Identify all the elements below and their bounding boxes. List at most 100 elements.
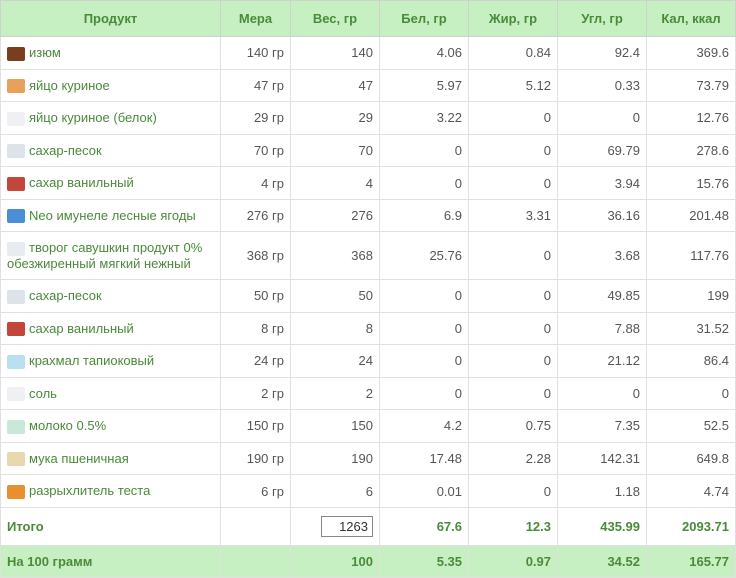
food-icon (7, 209, 25, 223)
fat-cell: 0 (469, 345, 558, 378)
product-name: сахар ванильный (29, 321, 134, 336)
total-row: Итого 1263 67.6 12.3 435.99 2093.71 (1, 507, 736, 545)
protein-cell: 0 (380, 134, 469, 167)
fat-cell: 0 (469, 312, 558, 345)
per100-measure (221, 545, 291, 577)
protein-cell: 4.2 (380, 410, 469, 443)
kcal-cell: 201.48 (647, 199, 736, 232)
protein-cell: 0.01 (380, 475, 469, 508)
product-cell[interactable]: яйцо куриное (белок) (1, 102, 221, 135)
total-weight-input[interactable]: 1263 (321, 516, 373, 537)
food-icon (7, 290, 25, 304)
product-cell[interactable]: сахар-песок (1, 134, 221, 167)
weight-cell: 368 (291, 232, 380, 280)
protein-cell: 5.97 (380, 69, 469, 102)
fat-cell: 0 (469, 377, 558, 410)
kcal-cell: 31.52 (647, 312, 736, 345)
fat-cell: 5.12 (469, 69, 558, 102)
header-protein: Бел, гр (380, 1, 469, 37)
fat-cell: 0 (469, 134, 558, 167)
product-cell[interactable]: соль (1, 377, 221, 410)
measure-cell: 190 гр (221, 442, 291, 475)
kcal-cell: 15.76 (647, 167, 736, 200)
weight-cell: 8 (291, 312, 380, 345)
protein-cell: 4.06 (380, 37, 469, 70)
table-row: Neo имунеле лесные ягоды276 гр2766.93.31… (1, 199, 736, 232)
weight-cell: 50 (291, 279, 380, 312)
food-icon (7, 322, 25, 336)
protein-cell: 0 (380, 377, 469, 410)
carb-cell: 7.88 (558, 312, 647, 345)
fat-cell: 3.31 (469, 199, 558, 232)
product-cell[interactable]: сахар-песок (1, 279, 221, 312)
measure-cell: 150 гр (221, 410, 291, 443)
protein-cell: 3.22 (380, 102, 469, 135)
header-row: Продукт Мера Вес, гр Бел, гр Жир, гр Угл… (1, 1, 736, 37)
weight-cell: 47 (291, 69, 380, 102)
per100-kcal: 165.77 (647, 545, 736, 577)
weight-cell: 276 (291, 199, 380, 232)
fat-cell: 0.84 (469, 37, 558, 70)
measure-cell: 368 гр (221, 232, 291, 280)
header-measure: Мера (221, 1, 291, 37)
product-name: разрыхлитель теста (29, 483, 150, 498)
fat-cell: 0 (469, 167, 558, 200)
kcal-cell: 117.76 (647, 232, 736, 280)
header-kcal: Кал, ккал (647, 1, 736, 37)
weight-cell: 140 (291, 37, 380, 70)
fat-cell: 0 (469, 475, 558, 508)
food-icon (7, 47, 25, 61)
per100-protein: 5.35 (380, 545, 469, 577)
measure-cell: 50 гр (221, 279, 291, 312)
per100-carb: 34.52 (558, 545, 647, 577)
measure-cell: 29 гр (221, 102, 291, 135)
weight-cell: 70 (291, 134, 380, 167)
total-kcal: 2093.71 (647, 507, 736, 545)
product-name: молоко 0.5% (29, 418, 106, 433)
product-cell[interactable]: мука пшеничная (1, 442, 221, 475)
table-row: творог савушкин продукт 0% обезжиренный … (1, 232, 736, 280)
fat-cell: 2.28 (469, 442, 558, 475)
weight-cell: 4 (291, 167, 380, 200)
food-icon (7, 355, 25, 369)
food-icon (7, 112, 25, 126)
product-cell[interactable]: сахар ванильный (1, 312, 221, 345)
measure-cell: 8 гр (221, 312, 291, 345)
table-row: яйцо куриное47 гр475.975.120.3373.79 (1, 69, 736, 102)
carb-cell: 142.31 (558, 442, 647, 475)
food-icon (7, 144, 25, 158)
product-name: мука пшеничная (29, 451, 129, 466)
table-row: сахар-песок70 гр700069.79278.6 (1, 134, 736, 167)
product-cell[interactable]: творог савушкин продукт 0% обезжиренный … (1, 232, 221, 280)
per100-row: На 100 грамм 100 5.35 0.97 34.52 165.77 (1, 545, 736, 577)
measure-cell: 24 гр (221, 345, 291, 378)
product-name: яйцо куриное (белок) (29, 110, 157, 125)
measure-cell: 70 гр (221, 134, 291, 167)
product-cell[interactable]: изюм (1, 37, 221, 70)
weight-cell: 190 (291, 442, 380, 475)
product-cell[interactable]: яйцо куриное (1, 69, 221, 102)
product-cell[interactable]: молоко 0.5% (1, 410, 221, 443)
measure-cell: 276 гр (221, 199, 291, 232)
product-name: сахар-песок (29, 288, 102, 303)
product-cell[interactable]: крахмал тапиоковый (1, 345, 221, 378)
table-row: молоко 0.5%150 гр1504.20.757.3552.5 (1, 410, 736, 443)
measure-cell: 140 гр (221, 37, 291, 70)
product-cell[interactable]: сахар ванильный (1, 167, 221, 200)
carb-cell: 0 (558, 377, 647, 410)
carb-cell: 3.94 (558, 167, 647, 200)
total-measure (221, 507, 291, 545)
food-icon (7, 177, 25, 191)
nutrition-table: Продукт Мера Вес, гр Бел, гр Жир, гр Угл… (0, 0, 736, 578)
food-icon (7, 79, 25, 93)
kcal-cell: 4.74 (647, 475, 736, 508)
fat-cell: 0 (469, 232, 558, 280)
carb-cell: 3.68 (558, 232, 647, 280)
product-cell[interactable]: разрыхлитель теста (1, 475, 221, 508)
product-cell[interactable]: Neo имунеле лесные ягоды (1, 199, 221, 232)
carb-cell: 0.33 (558, 69, 647, 102)
table-row: разрыхлитель теста6 гр60.0101.184.74 (1, 475, 736, 508)
weight-cell: 6 (291, 475, 380, 508)
carb-cell: 0 (558, 102, 647, 135)
protein-cell: 0 (380, 167, 469, 200)
